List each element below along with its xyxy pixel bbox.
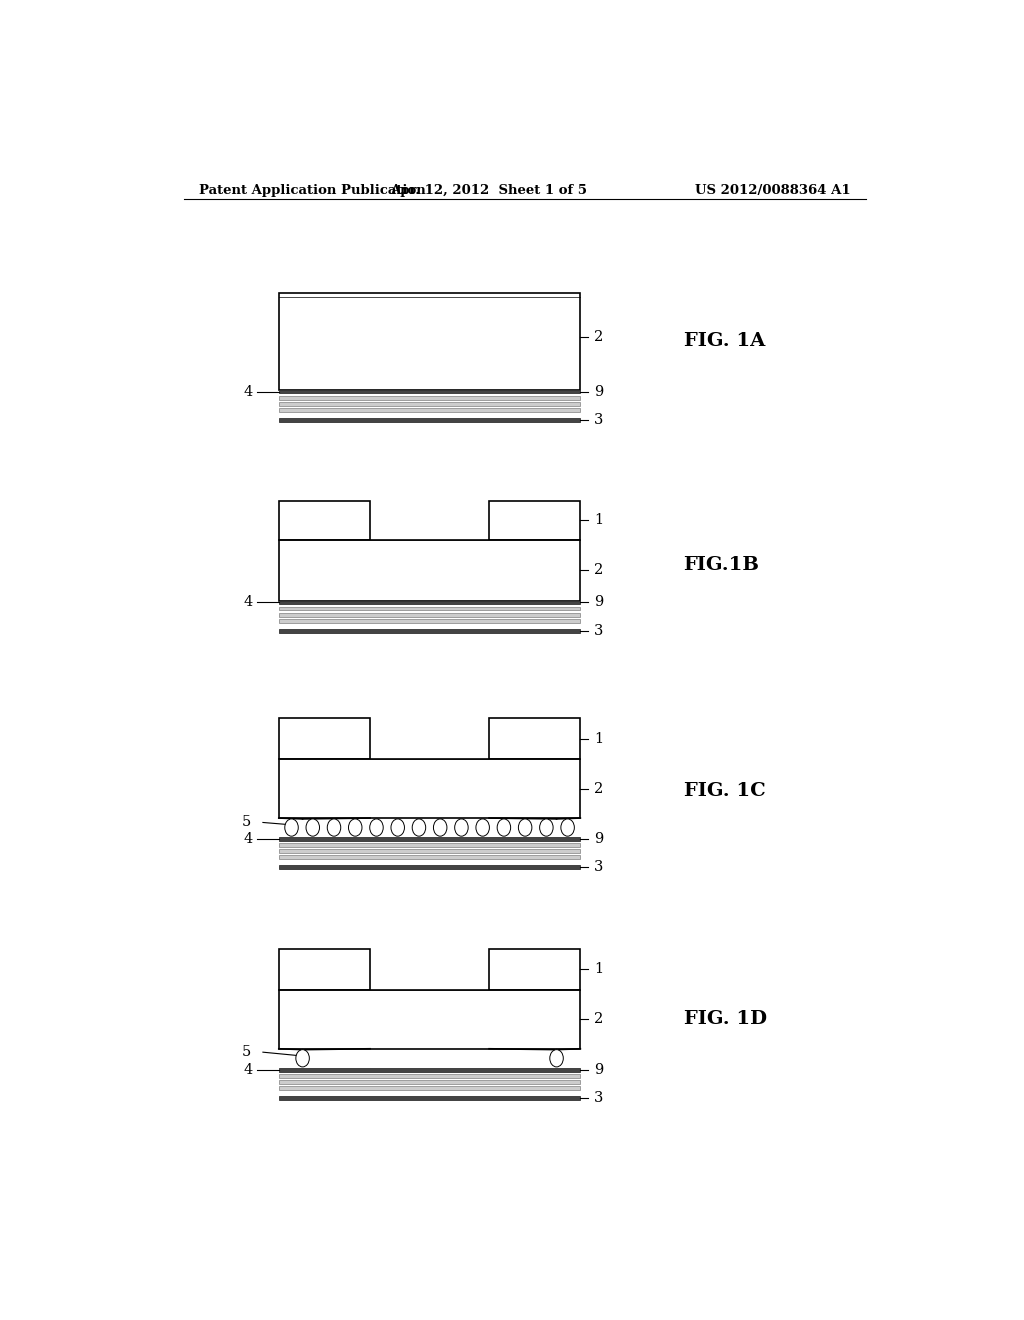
Text: 1: 1 [594,513,603,527]
Circle shape [455,818,468,836]
Circle shape [433,818,446,836]
Text: 1: 1 [594,962,603,977]
Bar [489,949,581,990]
Text: 5: 5 [242,1045,251,1059]
Circle shape [391,818,404,836]
Text: 4: 4 [243,384,252,399]
Bar [279,949,370,990]
Text: 4: 4 [243,832,252,846]
Text: 2: 2 [594,564,603,577]
Text: 9: 9 [594,595,603,610]
Bar [279,849,581,853]
Text: FIG.1B: FIG.1B [684,556,760,574]
Bar [279,1086,581,1090]
Text: 3: 3 [594,413,603,426]
Circle shape [561,818,574,836]
Text: 3: 3 [594,624,603,638]
Text: 5: 5 [242,816,251,829]
Bar [279,1080,581,1084]
Bar [489,500,581,540]
Text: Apr. 12, 2012  Sheet 1 of 5: Apr. 12, 2012 Sheet 1 of 5 [390,183,588,197]
Bar [279,540,581,601]
Bar [279,718,370,759]
Circle shape [518,818,531,836]
Circle shape [296,1049,309,1067]
Text: 2: 2 [594,1012,603,1026]
Bar [279,1068,581,1072]
Bar [279,607,581,610]
Circle shape [370,818,383,836]
Bar [489,718,581,759]
Text: 9: 9 [594,384,603,399]
Circle shape [348,818,361,836]
Bar [279,628,581,632]
Bar [279,500,370,540]
Bar [279,837,581,841]
Bar [279,843,581,847]
Bar [279,396,581,400]
Text: 2: 2 [594,781,603,796]
Circle shape [550,1049,563,1067]
Text: 3: 3 [594,861,603,874]
Bar [279,990,581,1049]
Text: 3: 3 [594,1090,603,1105]
Text: US 2012/0088364 A1: US 2012/0088364 A1 [694,183,850,197]
Text: 2: 2 [594,330,603,343]
Text: FIG. 1C: FIG. 1C [684,781,765,800]
Circle shape [328,818,341,836]
Bar [279,759,581,818]
Bar [279,293,581,389]
Bar [279,612,581,616]
Circle shape [498,818,511,836]
Text: FIG. 1D: FIG. 1D [684,1010,767,1028]
Circle shape [306,818,319,836]
Bar [279,866,581,869]
Circle shape [540,818,553,836]
Text: Patent Application Publication: Patent Application Publication [200,183,426,197]
Bar [279,601,581,605]
Bar [279,619,581,623]
Bar [279,855,581,859]
Bar [279,1074,581,1077]
Text: FIG. 1A: FIG. 1A [684,333,765,350]
Bar [279,389,581,393]
Circle shape [413,818,426,836]
Bar [279,408,581,412]
Text: 4: 4 [243,1063,252,1077]
Text: 4: 4 [243,595,252,610]
Circle shape [285,818,298,836]
Bar [279,1096,581,1100]
Text: 9: 9 [594,832,603,846]
Text: 9: 9 [594,1063,603,1077]
Bar [279,401,581,405]
Text: 1: 1 [594,731,603,746]
Circle shape [476,818,489,836]
Bar [279,418,581,422]
